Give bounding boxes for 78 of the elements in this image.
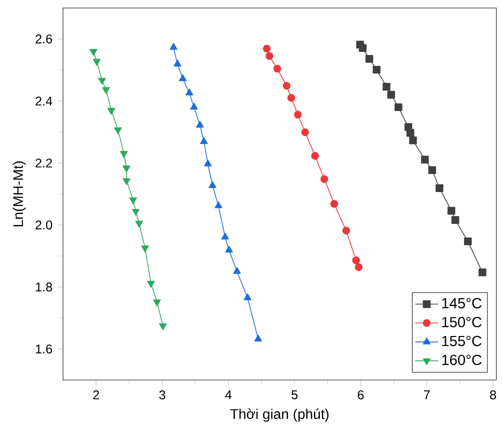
point bbox=[178, 74, 187, 82]
point bbox=[294, 110, 302, 119]
point bbox=[382, 82, 390, 91]
point bbox=[409, 136, 417, 144]
point bbox=[196, 120, 204, 128]
y-tick-label: 1.6 bbox=[36, 344, 52, 354]
point bbox=[141, 246, 149, 252]
point bbox=[330, 200, 338, 208]
point bbox=[352, 256, 360, 264]
x-tick-label: 5 bbox=[292, 390, 298, 400]
point bbox=[365, 54, 374, 63]
point bbox=[120, 150, 128, 158]
point bbox=[225, 246, 233, 253]
x-tick-label: 7 bbox=[424, 390, 430, 400]
point bbox=[451, 216, 460, 224]
point bbox=[372, 66, 380, 74]
x-tick-label: 4 bbox=[225, 390, 232, 400]
point bbox=[301, 128, 310, 136]
x-tick-label: 6 bbox=[358, 390, 364, 400]
point bbox=[204, 160, 212, 166]
y-tick-label: 2.0 bbox=[36, 220, 52, 230]
legend-label: 160°C bbox=[442, 354, 482, 366]
y-tick-label: 2.2 bbox=[36, 158, 52, 168]
x-tick-label: 8 bbox=[490, 390, 496, 400]
point bbox=[387, 90, 396, 99]
point bbox=[478, 268, 486, 276]
point bbox=[394, 103, 402, 112]
point bbox=[153, 299, 161, 306]
point bbox=[90, 48, 98, 56]
point bbox=[282, 82, 290, 90]
legend-label: 150°C bbox=[442, 316, 482, 328]
point bbox=[135, 220, 143, 228]
point bbox=[320, 175, 328, 183]
point bbox=[311, 152, 319, 160]
point bbox=[428, 166, 436, 174]
point bbox=[406, 129, 414, 137]
point bbox=[107, 108, 116, 115]
point bbox=[159, 323, 167, 330]
point bbox=[98, 78, 106, 85]
point bbox=[174, 60, 182, 66]
point bbox=[208, 181, 216, 188]
point bbox=[147, 280, 155, 288]
point bbox=[114, 127, 122, 134]
point bbox=[186, 88, 194, 96]
point bbox=[233, 267, 241, 274]
point bbox=[358, 44, 367, 52]
point bbox=[102, 87, 110, 94]
point bbox=[287, 94, 296, 102]
point bbox=[354, 263, 363, 272]
point bbox=[342, 226, 350, 234]
point bbox=[214, 201, 222, 208]
point bbox=[436, 184, 444, 192]
y-tick-label: 2.6 bbox=[36, 34, 52, 44]
point bbox=[122, 166, 130, 172]
point bbox=[92, 58, 101, 66]
point bbox=[132, 208, 140, 216]
point bbox=[122, 178, 130, 186]
point bbox=[464, 238, 472, 246]
point bbox=[254, 334, 262, 342]
legend-label: 155°C bbox=[442, 336, 482, 346]
x-tick-label: 3 bbox=[159, 390, 166, 400]
y-tick-label: 1.8 bbox=[36, 282, 52, 292]
point bbox=[266, 52, 274, 60]
x-axis-title: Thời gian (phút) bbox=[230, 408, 328, 422]
y-axis-title: Ln(MH-Mt) bbox=[12, 161, 26, 226]
y-tick-label: 2.4 bbox=[36, 96, 52, 106]
point bbox=[170, 42, 178, 50]
point bbox=[244, 293, 252, 300]
point bbox=[129, 197, 137, 204]
point bbox=[421, 156, 429, 164]
point bbox=[190, 102, 198, 110]
point bbox=[447, 206, 456, 215]
point bbox=[200, 137, 208, 144]
point bbox=[221, 232, 229, 240]
legend-label: 145°C bbox=[442, 298, 482, 308]
point bbox=[262, 44, 271, 52]
x-tick-label: 2 bbox=[93, 390, 99, 400]
point bbox=[273, 64, 282, 73]
